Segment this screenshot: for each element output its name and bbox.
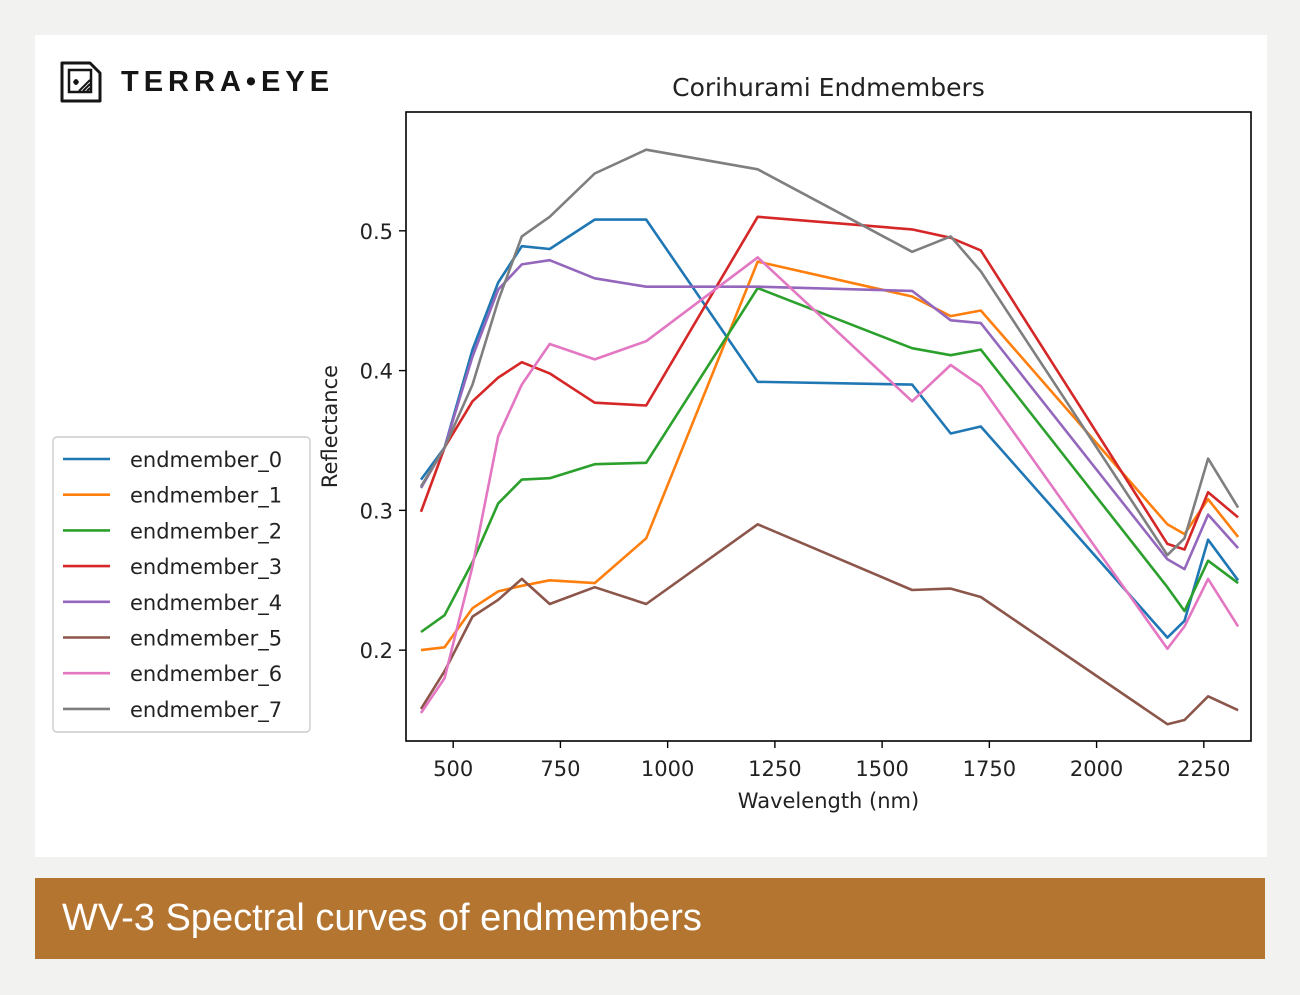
axes-frame bbox=[405, 111, 1252, 742]
series-line-endmember_4 bbox=[419, 258, 1240, 571]
brand-logo: TERRA•EYE bbox=[59, 60, 334, 104]
legend-label-endmember_0: endmember_0 bbox=[130, 448, 282, 473]
y-tick-label: 0.2 bbox=[360, 639, 393, 663]
x-tick-label: 1750 bbox=[963, 757, 1016, 781]
legend-label-endmember_2: endmember_2 bbox=[130, 519, 282, 544]
x-tick-label: 2000 bbox=[1070, 757, 1123, 781]
legend-label-endmember_5: endmember_5 bbox=[130, 627, 282, 652]
x-tick-label: 1500 bbox=[855, 757, 908, 781]
legend-label-endmember_4: endmember_4 bbox=[130, 591, 282, 616]
series-line-endmember_5 bbox=[419, 522, 1239, 726]
figure-caption: WV-3 Spectral curves of endmembers bbox=[35, 878, 1265, 959]
y-axis-label: Reflectance bbox=[318, 365, 342, 488]
legend-box bbox=[52, 436, 311, 733]
y-tick-label: 0.4 bbox=[360, 360, 393, 384]
x-tick-label: 750 bbox=[540, 757, 580, 781]
y-tick-label: 0.5 bbox=[360, 220, 393, 244]
x-tick-label: 1250 bbox=[748, 757, 801, 781]
caption-text: WV-3 Spectral curves of endmembers bbox=[62, 897, 702, 939]
legend-label-endmember_1: endmember_1 bbox=[130, 484, 282, 509]
x-tick-label: 500 bbox=[433, 757, 473, 781]
series-line-endmember_2 bbox=[420, 286, 1239, 634]
legend-label-endmember_7: endmember_7 bbox=[130, 698, 282, 723]
series-line-endmember_7 bbox=[419, 148, 1240, 557]
legend-label-endmember_6: endmember_6 bbox=[130, 662, 282, 687]
series-line-endmember_1 bbox=[420, 260, 1240, 652]
x-tick-label: 2250 bbox=[1177, 757, 1230, 781]
x-tick-label: 1000 bbox=[641, 757, 694, 781]
y-tick-label: 0.3 bbox=[360, 499, 393, 523]
chart-title: Corihurami Endmembers bbox=[672, 73, 985, 102]
terra-eye-logo-icon bbox=[60, 61, 102, 103]
x-axis-label: Wavelength (nm) bbox=[738, 789, 919, 813]
series-line-endmember_6 bbox=[419, 256, 1240, 714]
brand-name: TERRA•EYE bbox=[121, 65, 335, 98]
legend-label-endmember_3: endmember_3 bbox=[130, 555, 282, 580]
